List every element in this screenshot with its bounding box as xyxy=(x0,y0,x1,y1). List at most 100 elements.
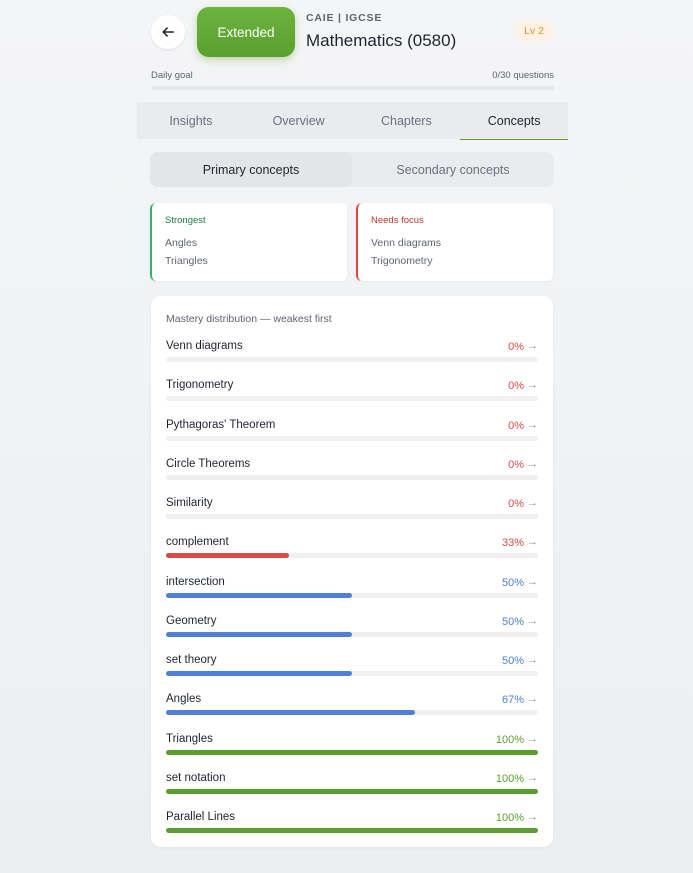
mastery-bar xyxy=(166,710,538,716)
arrow-right-icon: → xyxy=(527,536,538,549)
concept-name: set notation xyxy=(166,771,226,784)
concept-row[interactable]: intersection 50% → xyxy=(166,576,538,606)
concept-name: Geometry xyxy=(166,614,217,627)
strongest-title: Strongest xyxy=(165,215,206,226)
needs-focus-card: Needs focus Venn diagrams Trigonometry xyxy=(356,203,553,281)
concept-percent: 50% xyxy=(501,615,524,628)
secondary-concepts-button[interactable]: Secondary concepts xyxy=(396,162,510,177)
arrow-right-icon: → xyxy=(527,340,538,352)
mastery-bar-fill xyxy=(166,631,352,637)
mastery-bar xyxy=(166,553,538,559)
arrow-right-icon: → xyxy=(527,693,538,706)
mastery-bar xyxy=(166,592,538,598)
mastery-bar xyxy=(166,828,538,833)
concept-row[interactable]: Pythagoras' Theorem 0% → xyxy=(166,419,538,449)
concept-name: intersection xyxy=(166,575,225,588)
concept-row[interactable]: Trigonometry 0% → xyxy=(166,379,538,409)
concept-row[interactable]: set theory 50% → xyxy=(166,654,538,684)
needs-focus-item: Venn diagrams xyxy=(371,237,442,249)
concept-percent: 0% xyxy=(508,498,524,510)
mastery-bar xyxy=(166,435,538,441)
concept-row[interactable]: Triangles 100% → xyxy=(166,733,538,763)
header-row: Extended CAIE | IGCSE Mathematics (0580)… xyxy=(150,0,554,100)
concept-row[interactable]: Parallel Lines 100% → xyxy=(166,811,538,841)
arrow-right-icon: → xyxy=(527,379,538,392)
mastery-bar xyxy=(166,514,538,519)
tab-insights[interactable]: Insights xyxy=(169,113,213,128)
concept-row[interactable]: set notation 100% → xyxy=(166,772,538,802)
concept-type-toggle: Primary concepts Secondary concepts xyxy=(150,152,554,187)
concept-percent: 100% xyxy=(495,733,524,746)
level-badge: Lv 2 xyxy=(514,20,554,42)
mastery-distribution-card: Mastery distribution — weakest first Ven… xyxy=(151,296,553,847)
needs-focus-title: Needs focus xyxy=(371,215,424,226)
mastery-bar-fill xyxy=(166,592,352,598)
concept-name: complement xyxy=(166,536,229,549)
tab-bar: Insights Overview Chapters Concepts xyxy=(137,102,568,140)
arrow-right-icon: → xyxy=(527,811,538,823)
concept-name: Pythagoras' Theorem xyxy=(166,418,276,431)
concept-row[interactable]: Angles 67% → xyxy=(166,693,538,723)
concept-name: Similarity xyxy=(166,497,213,509)
mastery-bar-fill xyxy=(166,828,538,833)
concept-name: Trigonometry xyxy=(166,379,234,392)
concept-name: Angles xyxy=(166,693,202,706)
concept-percent: 100% xyxy=(495,812,524,824)
strongest-card: Strongest Angles Triangles xyxy=(150,203,347,281)
concept-percent: 50% xyxy=(501,576,524,589)
mastery-bar xyxy=(166,396,538,402)
concept-percent: 0% xyxy=(508,419,524,432)
concept-name: Parallel Lines xyxy=(166,811,236,823)
arrow-right-icon: → xyxy=(527,575,538,588)
strongest-item: Triangles xyxy=(165,255,208,267)
concept-percent: 33% xyxy=(501,537,524,550)
arrow-right-icon: → xyxy=(527,497,538,509)
tab-overview[interactable]: Overview xyxy=(272,113,325,128)
tab-concepts[interactable]: Concepts xyxy=(460,102,568,140)
concept-row[interactable]: Circle Theorems 0% → xyxy=(166,458,538,488)
concept-name: Venn diagrams xyxy=(166,340,243,352)
arrow-right-icon: → xyxy=(527,457,538,470)
concept-row[interactable]: Similarity 0% → xyxy=(166,497,538,527)
concept-row[interactable]: Venn diagrams 0% → xyxy=(166,340,538,370)
concept-percent: 67% xyxy=(501,694,524,707)
concept-name: Circle Theorems xyxy=(166,457,251,470)
arrow-right-icon: → xyxy=(527,732,538,745)
back-button[interactable] xyxy=(151,15,185,49)
mastery-title: Mastery distribution — weakest first xyxy=(166,313,332,325)
arrow-right-icon: → xyxy=(527,654,538,666)
mastery-bar-fill xyxy=(166,749,538,755)
concept-percent: 100% xyxy=(495,772,524,785)
mastery-bar xyxy=(166,474,538,480)
daily-goal-label: Daily goal xyxy=(151,70,193,81)
arrow-right-icon: → xyxy=(527,614,538,627)
concept-percent: 0% xyxy=(508,380,524,393)
concept-percent: 50% xyxy=(501,655,524,667)
arrow-right-icon: → xyxy=(527,418,538,431)
level-pill[interactable]: Extended xyxy=(197,7,295,57)
tab-chapters[interactable]: Chapters xyxy=(381,113,432,128)
mastery-bar-fill xyxy=(166,788,538,794)
mastery-bar xyxy=(166,788,538,794)
concept-name: set theory xyxy=(166,654,217,666)
concept-row[interactable]: Geometry 50% → xyxy=(166,615,538,645)
concept-percent: 0% xyxy=(508,341,524,353)
subject-title: Mathematics (0580) xyxy=(306,31,457,50)
strongest-item: Angles xyxy=(165,237,198,249)
mastery-bar xyxy=(166,671,538,676)
concept-percent: 0% xyxy=(508,458,524,471)
mastery-bar-fill xyxy=(166,710,416,716)
primary-concepts-button[interactable]: Primary concepts xyxy=(150,152,352,187)
needs-focus-item: Trigonometry xyxy=(371,255,433,267)
mastery-bar-fill xyxy=(166,671,352,676)
concept-row[interactable]: complement 33% → xyxy=(166,536,538,566)
daily-goal-progress xyxy=(151,86,554,90)
daily-goal-value: 0/30 questions xyxy=(492,70,554,81)
concept-name: Triangles xyxy=(166,732,213,745)
mastery-bar-fill xyxy=(166,553,289,559)
mastery-bar xyxy=(166,749,538,755)
mastery-bar xyxy=(166,631,538,637)
mastery-bar xyxy=(166,357,538,362)
board-label: CAIE | IGCSE xyxy=(306,12,383,24)
arrow-right-icon: → xyxy=(527,771,538,784)
